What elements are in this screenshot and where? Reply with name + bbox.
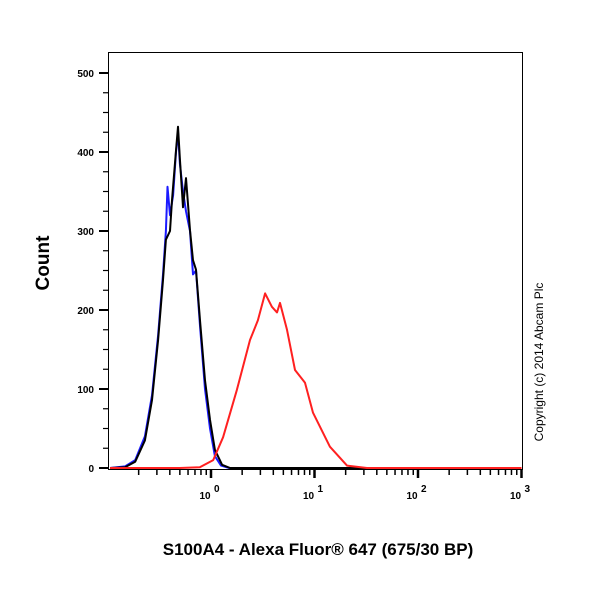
x-tick-exponent: 3	[525, 484, 531, 495]
y-tick-label: 0	[88, 464, 94, 475]
y-tick-label: 200	[77, 306, 94, 317]
x-axis-title: S100A4 - Alexa Fluor® 647 (675/30 BP)	[163, 540, 473, 559]
x-tick-label: 10	[303, 491, 315, 502]
y-tick-label: 400	[77, 148, 94, 159]
copyright-notice: Copyright (c) 2014 Abcam Plc	[532, 283, 546, 442]
red-histogram-curve	[110, 292, 522, 469]
y-tick-label: 300	[77, 227, 94, 238]
x-tick-label: 10	[406, 491, 418, 502]
black-histogram-curve	[110, 125, 522, 469]
x-tick-exponent: 1	[318, 484, 324, 495]
x-tick-label: 10	[199, 491, 211, 502]
y-axis-title: Count	[33, 235, 54, 291]
histogram-curves	[109, 125, 522, 469]
y-tick-label: 500	[77, 69, 94, 80]
plot-frame	[108, 52, 523, 470]
x-tick-exponent: 0	[214, 484, 220, 495]
x-tick-exponent: 2	[421, 484, 427, 495]
y-axis: 0 100 200 300 400 500	[77, 69, 108, 475]
x-tick-label: 10	[510, 491, 522, 502]
y-tick-label: 100	[77, 385, 94, 396]
